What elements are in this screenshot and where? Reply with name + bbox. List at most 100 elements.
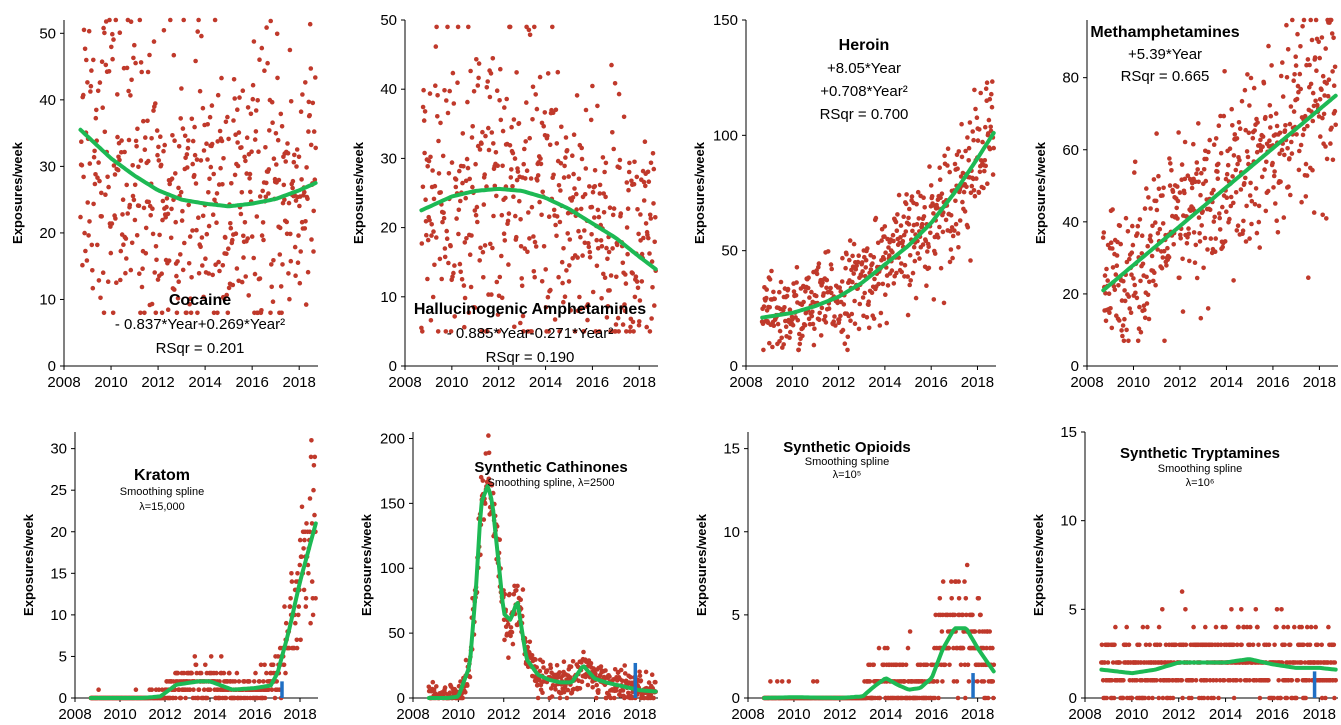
data-point xyxy=(1222,239,1228,244)
data-point xyxy=(137,17,143,23)
data-point xyxy=(1122,298,1128,304)
data-point xyxy=(1153,198,1159,204)
scatter-points xyxy=(1099,589,1338,701)
data-point xyxy=(637,319,642,324)
data-point xyxy=(265,60,270,66)
data-point xyxy=(81,92,86,98)
data-point xyxy=(1289,151,1295,156)
data-point xyxy=(612,81,618,86)
data-point xyxy=(1152,270,1157,276)
data-point xyxy=(502,105,507,110)
data-point xyxy=(541,124,546,129)
data-point xyxy=(1220,244,1225,250)
x-tick-label: 2010 xyxy=(776,374,809,391)
y-tick-label: 30 xyxy=(50,441,67,458)
data-point xyxy=(1293,54,1298,59)
data-point xyxy=(196,271,202,276)
data-point xyxy=(486,433,491,438)
data-point xyxy=(482,501,488,506)
data-point xyxy=(1164,263,1169,268)
data-point xyxy=(1211,695,1216,701)
data-point xyxy=(261,237,266,243)
data-point xyxy=(777,289,782,295)
data-point xyxy=(132,182,138,188)
data-point xyxy=(128,93,133,98)
data-point xyxy=(153,244,159,249)
data-point xyxy=(1264,159,1269,165)
data-point xyxy=(519,283,525,289)
data-point xyxy=(453,177,459,182)
data-point xyxy=(544,668,550,673)
data-point xyxy=(134,233,140,238)
data-point xyxy=(940,679,945,684)
data-point xyxy=(463,657,469,663)
data-point xyxy=(182,240,187,246)
data-point xyxy=(420,104,426,110)
fit-curve xyxy=(762,626,996,700)
data-point xyxy=(947,662,952,668)
x-tick-label: 2014 xyxy=(532,706,565,723)
data-point xyxy=(275,75,280,81)
data-point xyxy=(651,695,656,701)
x-tick-label: 2012 xyxy=(141,374,174,391)
data-point xyxy=(1245,154,1251,160)
data-point xyxy=(162,142,167,148)
data-point xyxy=(277,252,283,257)
x-tick-label: 2012 xyxy=(1162,706,1195,723)
x-tick-label: 2012 xyxy=(822,374,855,391)
data-point xyxy=(531,234,536,239)
data-point xyxy=(1273,111,1279,116)
data-point xyxy=(1217,215,1222,221)
data-point xyxy=(313,75,318,80)
data-point xyxy=(440,153,446,159)
data-point xyxy=(1146,195,1151,200)
data-point xyxy=(623,272,628,277)
data-point xyxy=(1150,223,1155,229)
data-point xyxy=(223,695,229,701)
data-point xyxy=(287,296,292,302)
data-point xyxy=(645,169,651,175)
data-point xyxy=(1140,624,1146,630)
x-tick-label: 2016 xyxy=(914,374,947,391)
data-point xyxy=(467,252,473,257)
data-point xyxy=(924,283,929,289)
data-point xyxy=(639,251,645,257)
data-point xyxy=(1294,96,1300,102)
data-point xyxy=(1193,678,1199,683)
data-point xyxy=(1206,149,1211,155)
y-tick-label: 20 xyxy=(380,220,397,237)
data-point xyxy=(115,134,120,140)
data-point xyxy=(1288,192,1293,198)
data-point xyxy=(204,141,209,146)
data-point xyxy=(223,235,228,240)
data-point xyxy=(510,150,516,156)
data-point xyxy=(576,176,582,182)
data-point xyxy=(129,77,134,83)
data-point xyxy=(1312,55,1318,60)
data-point xyxy=(514,177,520,183)
data-point xyxy=(589,204,595,210)
data-point xyxy=(195,695,201,701)
data-point xyxy=(1316,39,1321,45)
data-point xyxy=(986,117,992,123)
data-point xyxy=(960,645,966,651)
data-point xyxy=(124,182,129,188)
data-point xyxy=(956,149,962,154)
y-tick-label: 60 xyxy=(1062,142,1079,159)
data-point xyxy=(209,103,215,108)
data-point xyxy=(216,259,221,265)
data-point xyxy=(492,183,498,189)
data-point xyxy=(579,156,585,162)
data-point xyxy=(600,155,606,160)
data-point xyxy=(1133,290,1138,296)
data-point xyxy=(145,118,150,124)
data-point xyxy=(966,679,972,684)
data-point xyxy=(303,80,308,85)
data-point xyxy=(213,262,218,268)
data-point xyxy=(129,240,135,246)
data-point xyxy=(176,144,182,149)
data-point xyxy=(1182,190,1187,196)
data-point xyxy=(902,679,907,684)
